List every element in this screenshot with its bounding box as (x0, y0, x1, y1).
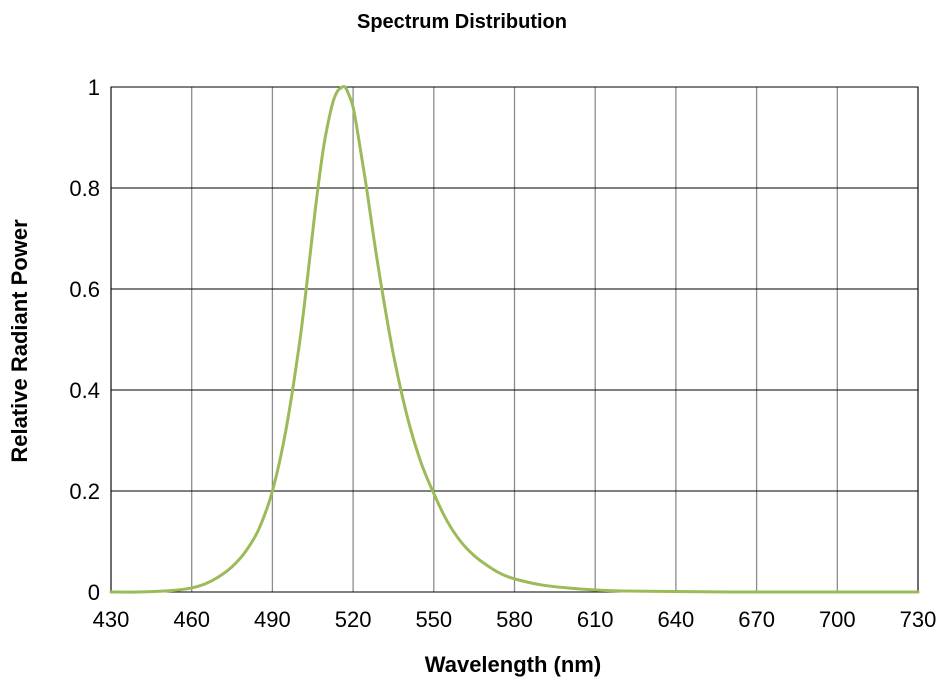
x-axis-tick-labels: 430 460 490 520 550 580 610 640 670 700 730 (93, 607, 937, 632)
x-tick-label: 670 (738, 607, 775, 632)
y-tick-label: 0 (88, 580, 100, 605)
x-tick-label: 550 (415, 607, 452, 632)
y-tick-label: 0.8 (69, 176, 100, 201)
x-tick-label: 580 (496, 607, 533, 632)
grid-lines (110, 86, 919, 593)
y-tick-label: 0.6 (69, 277, 100, 302)
y-tick-label: 0.2 (69, 479, 100, 504)
x-axis-title: Wavelength (nm) (425, 652, 601, 677)
x-tick-label: 700 (819, 607, 856, 632)
series-layer (109, 84, 920, 594)
x-tick-label: 430 (93, 607, 130, 632)
y-axis-tick-labels: 0 0.2 0.4 0.6 0.8 1 (69, 75, 100, 605)
plot-area-border (110, 86, 919, 593)
y-axis-title: Relative Radiant Power (7, 219, 32, 463)
chart-title: Spectrum Distribution (357, 11, 567, 33)
x-tick-label: 640 (658, 607, 695, 632)
y-tick-label: 0.4 (69, 378, 100, 403)
x-tick-label: 610 (577, 607, 614, 632)
y-tick-label: 1 (88, 75, 100, 100)
x-tick-label: 520 (335, 607, 372, 632)
x-tick-label: 730 (900, 607, 937, 632)
x-tick-label: 460 (173, 607, 210, 632)
x-tick-label: 490 (254, 607, 291, 632)
spectrum-series-line (109, 84, 920, 594)
